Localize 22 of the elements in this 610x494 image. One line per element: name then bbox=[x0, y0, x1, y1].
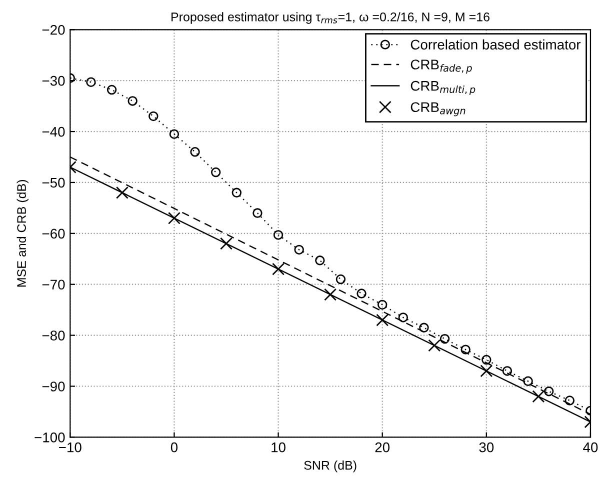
y-tick-label: −40 bbox=[42, 126, 65, 137]
y-tick-label: −30 bbox=[42, 76, 65, 86]
x-tick-label: −10 bbox=[59, 442, 82, 452]
y-axis-title: MSE and CRB (dB) bbox=[16, 180, 28, 287]
x-tick-label: 30 bbox=[479, 442, 494, 452]
x-tick-label: 0 bbox=[170, 442, 178, 452]
y-tick-label: −100 bbox=[34, 432, 65, 442]
y-tick-label: −70 bbox=[42, 280, 65, 290]
chart-title: Proposed estimator using τ$_{rms}$=1, ω =0.2/16, N =9, M =16 bbox=[172, 12, 490, 24]
y-tick-label: −60 bbox=[42, 228, 65, 239]
legend-label: CRB$_{fade,p}$ bbox=[410, 60, 472, 74]
legend-label: Correlation based estimator bbox=[410, 39, 581, 50]
x-tick-label: 40 bbox=[583, 442, 598, 452]
y-tick-label: −20 bbox=[42, 24, 65, 35]
y-tick-label: −90 bbox=[42, 382, 65, 392]
x-axis-title: SNR (dB) bbox=[304, 460, 356, 472]
x-tick-label: 10 bbox=[272, 442, 286, 452]
legend-label: CRB$_{awgn}$ bbox=[410, 102, 466, 116]
x-tick-label: 20 bbox=[375, 442, 390, 452]
y-tick-label: −80 bbox=[42, 330, 65, 340]
legend-label: CRB$_{multi,p}$ bbox=[410, 80, 476, 95]
y-tick-label: −50 bbox=[42, 178, 65, 188]
